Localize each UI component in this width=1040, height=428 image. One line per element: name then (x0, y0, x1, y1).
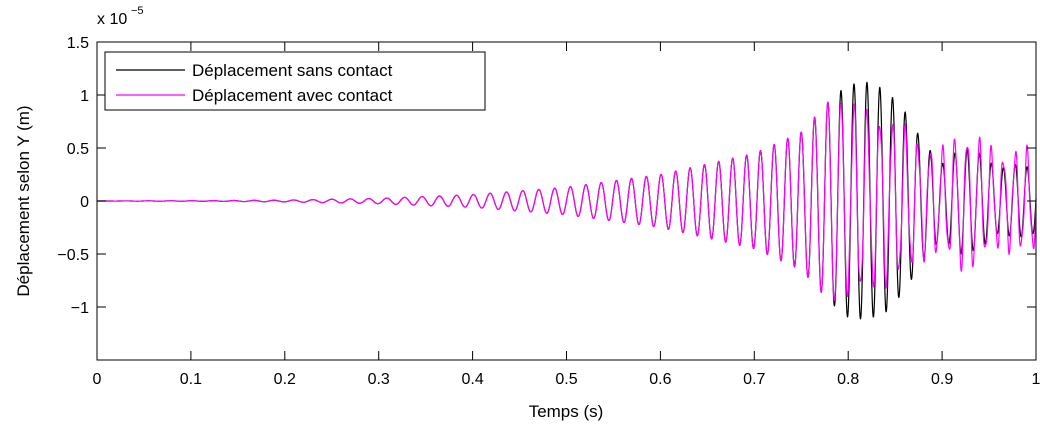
y-tick-label: −1 (71, 300, 89, 317)
y-tick-label: −0.5 (57, 247, 89, 264)
x-axis-label: Temps (s) (529, 402, 604, 421)
x-tick-label: 0.9 (931, 371, 953, 388)
y-tick-label: 1.5 (67, 35, 89, 52)
x-tick-label: 0 (93, 371, 102, 388)
x-tick-label: 0.7 (743, 371, 765, 388)
ticks-layer: 0 0.1 0.2 0.3 0.4 0.5 0.6 0.7 0.8 0.9 1 1.5 1 0.5 0 −0.… (57, 35, 1040, 388)
y-axis-label: Déplacement selon Y (m) (14, 105, 33, 296)
series-layer (96, 81, 1037, 320)
x-tick-label: 0.3 (368, 371, 390, 388)
legend: Déplacement sans contact Déplacement ave… (104, 51, 486, 111)
x-tick-label: 1 (1032, 371, 1040, 388)
legend-box (104, 51, 486, 111)
x-tick-label: 0.2 (274, 371, 296, 388)
x-tick-label: 0.1 (180, 371, 202, 388)
y-tick-label: 0.5 (67, 141, 89, 158)
legend-label-sans-contact: Déplacement sans contact (192, 61, 393, 80)
series-line-avec-contact (96, 101, 1037, 301)
y-multiplier-exponent: −5 (131, 5, 144, 17)
legend-label-avec-contact: Déplacement avec contact (192, 86, 393, 105)
y-multiplier-prefix: x 10 (97, 11, 127, 28)
x-tick-label: 0.8 (837, 371, 859, 388)
x-tick-label: 0.4 (461, 371, 483, 388)
x-tick-label: 0.5 (555, 371, 577, 388)
y-tick-label: 1 (80, 88, 89, 105)
y-tick-label: 0 (80, 194, 89, 211)
x-tick-label: 0.6 (649, 371, 671, 388)
